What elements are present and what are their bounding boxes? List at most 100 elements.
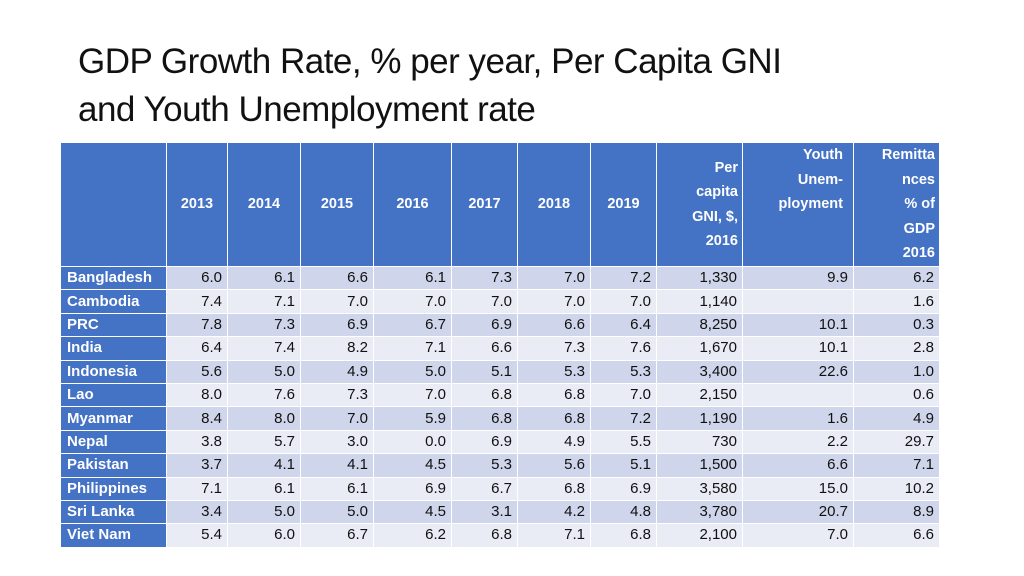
gni-cell: 1,500 xyxy=(656,453,743,478)
header-youth: Youth Unem- ployment xyxy=(742,142,854,267)
header-remit-line: GDP xyxy=(903,220,935,237)
growth-cell: 8.4 xyxy=(166,406,228,431)
slide-title: GDP Growth Rate, % per year, Per Capita … xyxy=(78,38,978,134)
growth-cell: 6.6 xyxy=(517,312,591,338)
growth-cell: 4.1 xyxy=(300,453,374,478)
growth-cell: 5.0 xyxy=(227,359,301,384)
gni-cell: 3,780 xyxy=(656,499,743,525)
growth-cell: 6.2 xyxy=(373,523,452,548)
title-line-1: GDP Growth Rate, % per year, Per Capita … xyxy=(78,42,782,81)
growth-cell: 6.8 xyxy=(517,382,591,408)
country-cell: Sri Lanka xyxy=(60,499,167,525)
remit-cell: 2.8 xyxy=(853,336,940,361)
header-gni-line: capita xyxy=(696,184,738,200)
growth-cell: 6.1 xyxy=(227,476,301,501)
growth-cell: 6.4 xyxy=(166,336,228,361)
growth-cell: 5.0 xyxy=(373,359,452,384)
growth-cell: 7.0 xyxy=(517,289,591,314)
growth-cell: 7.0 xyxy=(373,382,452,408)
header-gni: Per capita GNI, $, 2016 xyxy=(656,142,743,267)
growth-cell: 6.9 xyxy=(451,429,518,455)
growth-cell: 5.5 xyxy=(590,429,657,455)
country-cell: Myanmar xyxy=(60,406,167,431)
remit-cell: 8.9 xyxy=(853,499,940,525)
header-2016: 2016 xyxy=(373,142,452,267)
country-cell: PRC xyxy=(60,312,167,338)
header-2019: 2019 xyxy=(590,142,657,267)
growth-cell: 6.7 xyxy=(373,312,452,338)
growth-cell: 6.8 xyxy=(517,406,591,431)
remit-cell: 10.2 xyxy=(853,476,940,501)
remit-cell: 4.9 xyxy=(853,406,940,431)
table-row: Cambodia 7.4 7.1 7.0 7.0 7.0 7.0 7.0 1,140 1.6 xyxy=(60,289,940,314)
growth-cell: 7.4 xyxy=(166,289,228,314)
header-remittances: Remitta nces % of GDP 2016 xyxy=(853,142,940,267)
growth-cell: 6.6 xyxy=(451,336,518,361)
growth-cell: 5.9 xyxy=(373,406,452,431)
header-gni-line: 2016 xyxy=(705,233,738,249)
table-body: Bangladesh 6.0 6.1 6.6 6.1 7.3 7.0 7.2 1,330 9.9 6… xyxy=(60,265,940,548)
growth-cell: 7.3 xyxy=(451,265,518,291)
growth-cell: 3.0 xyxy=(300,429,374,455)
growth-cell: 5.6 xyxy=(166,359,228,384)
growth-cell: 6.8 xyxy=(590,523,657,548)
growth-cell: 7.6 xyxy=(227,382,301,408)
header-country xyxy=(60,142,167,267)
growth-cell: 7.3 xyxy=(517,336,591,361)
header-2017: 2017 xyxy=(451,142,518,267)
growth-cell: 6.0 xyxy=(227,523,301,548)
growth-cell: 5.7 xyxy=(227,429,301,455)
table-row: Lao 8.0 7.6 7.3 7.0 6.8 6.8 7.0 2,150 0.6 xyxy=(60,382,940,408)
remit-cell: 7.1 xyxy=(853,453,940,478)
growth-cell: 6.1 xyxy=(373,265,452,291)
growth-cell: 3.8 xyxy=(166,429,228,455)
header-2015: 2015 xyxy=(300,142,374,267)
growth-cell: 4.5 xyxy=(373,499,452,525)
remit-cell: 29.7 xyxy=(853,429,940,455)
country-cell: Bangladesh xyxy=(60,265,167,291)
growth-cell: 7.0 xyxy=(300,406,374,431)
growth-cell: 7.1 xyxy=(166,476,228,501)
header-remit-line: % of xyxy=(904,196,935,213)
growth-cell: 7.0 xyxy=(300,289,374,314)
growth-cell: 3.7 xyxy=(166,453,228,478)
growth-cell: 6.9 xyxy=(590,476,657,501)
table-row: Pakistan 3.7 4.1 4.1 4.5 5.3 5.6 5.1 1,500 6.6 7.1 xyxy=(60,453,940,478)
table-row: Sri Lanka 3.4 5.0 5.0 4.5 3.1 4.2 4.8 3,780 20.7 8… xyxy=(60,499,940,525)
remit-cell: 6.6 xyxy=(853,523,940,548)
table-row: Indonesia 5.6 5.0 4.9 5.0 5.1 5.3 5.3 3,400 22.6 1… xyxy=(60,359,940,384)
youth-cell: 6.6 xyxy=(742,453,854,478)
country-cell: India xyxy=(60,336,167,361)
youth-cell: 10.1 xyxy=(742,336,854,361)
header-remit-line: nces xyxy=(901,171,935,188)
growth-cell: 6.6 xyxy=(300,265,374,291)
gni-cell: 1,670 xyxy=(656,336,743,361)
growth-cell: 7.1 xyxy=(227,289,301,314)
growth-cell: 6.1 xyxy=(300,476,374,501)
growth-cell: 7.6 xyxy=(590,336,657,361)
gni-cell: 2,100 xyxy=(656,523,743,548)
growth-cell: 4.8 xyxy=(590,499,657,525)
youth-cell: 2.2 xyxy=(742,429,854,455)
growth-cell: 7.2 xyxy=(590,406,657,431)
remit-cell: 6.2 xyxy=(853,265,940,291)
growth-cell: 7.0 xyxy=(451,289,518,314)
gni-cell: 3,400 xyxy=(656,359,743,384)
growth-cell: 6.0 xyxy=(166,265,228,291)
growth-cell: 5.4 xyxy=(166,523,228,548)
youth-cell: 9.9 xyxy=(742,265,854,291)
growth-cell: 8.0 xyxy=(227,406,301,431)
header-gni-line: Per xyxy=(714,159,738,176)
growth-cell: 6.8 xyxy=(517,476,591,501)
data-table: 2013 2014 2015 2016 2017 2018 2019 Per c… xyxy=(60,142,940,548)
title-line-2: and Youth Unemployment rate xyxy=(78,90,536,129)
country-cell: Cambodia xyxy=(60,289,167,314)
country-cell: Lao xyxy=(60,382,167,408)
growth-cell: 5.1 xyxy=(590,453,657,478)
growth-cell: 7.2 xyxy=(590,265,657,291)
growth-cell: 6.9 xyxy=(451,312,518,338)
growth-cell: 7.8 xyxy=(166,312,228,338)
growth-cell: 7.1 xyxy=(517,523,591,548)
remit-cell: 1.6 xyxy=(853,289,940,314)
growth-cell: 6.7 xyxy=(300,523,374,548)
